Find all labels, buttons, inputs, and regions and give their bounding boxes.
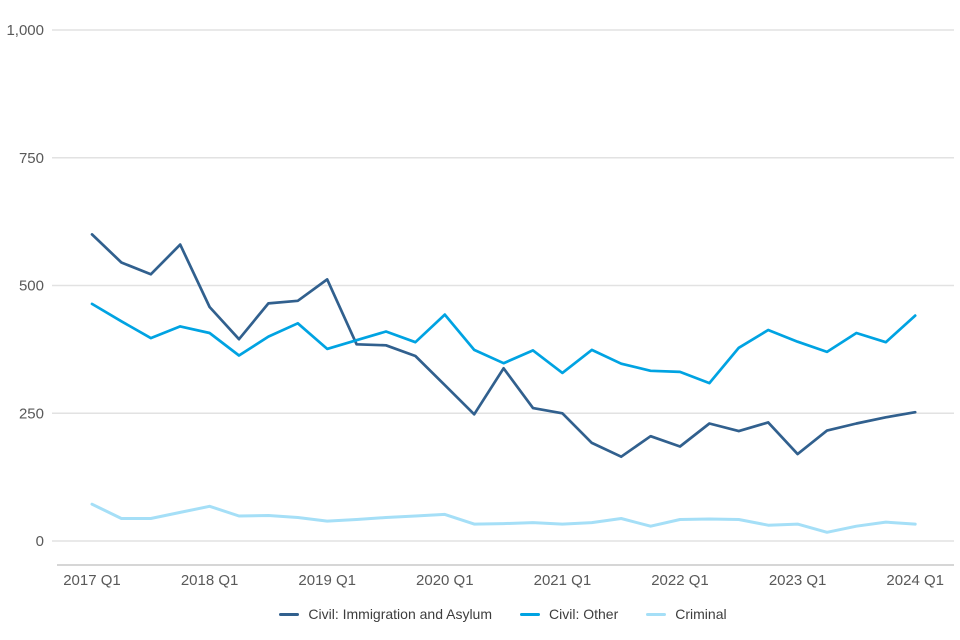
- legend-label-criminal: Criminal: [675, 606, 727, 622]
- legend-item-criminal[interactable]: Criminal: [646, 606, 727, 622]
- x-tick-label-2017-q1: 2017 Q1: [63, 572, 121, 589]
- y-tick-label-750: 750: [19, 150, 44, 167]
- x-tick-label-2023-q1: 2023 Q1: [769, 572, 827, 589]
- y-tick-label-0: 0: [36, 533, 44, 550]
- series-line-civil-immigration-and-asylum: [90, 233, 917, 459]
- x-tick-label-2020-q1: 2020 Q1: [416, 572, 474, 589]
- legend-swatch-criminal: [646, 612, 667, 616]
- x-tick-label-2018-q1: 2018 Q1: [181, 572, 239, 589]
- x-tick-label-2024-q1: 2024 Q1: [886, 572, 944, 589]
- y-tick-label-1000: 1,000: [6, 22, 44, 39]
- chart-legend: Civil: Immigration and Asylum Civil: Oth…: [52, 606, 954, 622]
- series-line-civil-other: [90, 302, 917, 385]
- x-tick-label-2022-q1: 2022 Q1: [651, 572, 709, 589]
- y-tick-label-500: 500: [19, 278, 44, 295]
- legend-label-civil-immigration-and-asylum: Civil: Immigration and Asylum: [308, 606, 493, 622]
- legend-item-civil-immigration-and-asylum[interactable]: Civil: Immigration and Asylum: [279, 606, 492, 622]
- series-line-criminal: [90, 502, 917, 534]
- legend-item-civil-other[interactable]: Civil: Other: [520, 606, 618, 622]
- legend-swatch-civil-immigration-and-asylum: [279, 612, 300, 616]
- x-tick-label-2019-q1: 2019 Q1: [298, 572, 356, 589]
- legend-label-civil-other: Civil: Other: [549, 606, 619, 622]
- legend-swatch-civil-other: [520, 612, 541, 616]
- x-tick-label-2021-q1: 2021 Q1: [534, 572, 592, 589]
- y-tick-label-250: 250: [19, 405, 44, 422]
